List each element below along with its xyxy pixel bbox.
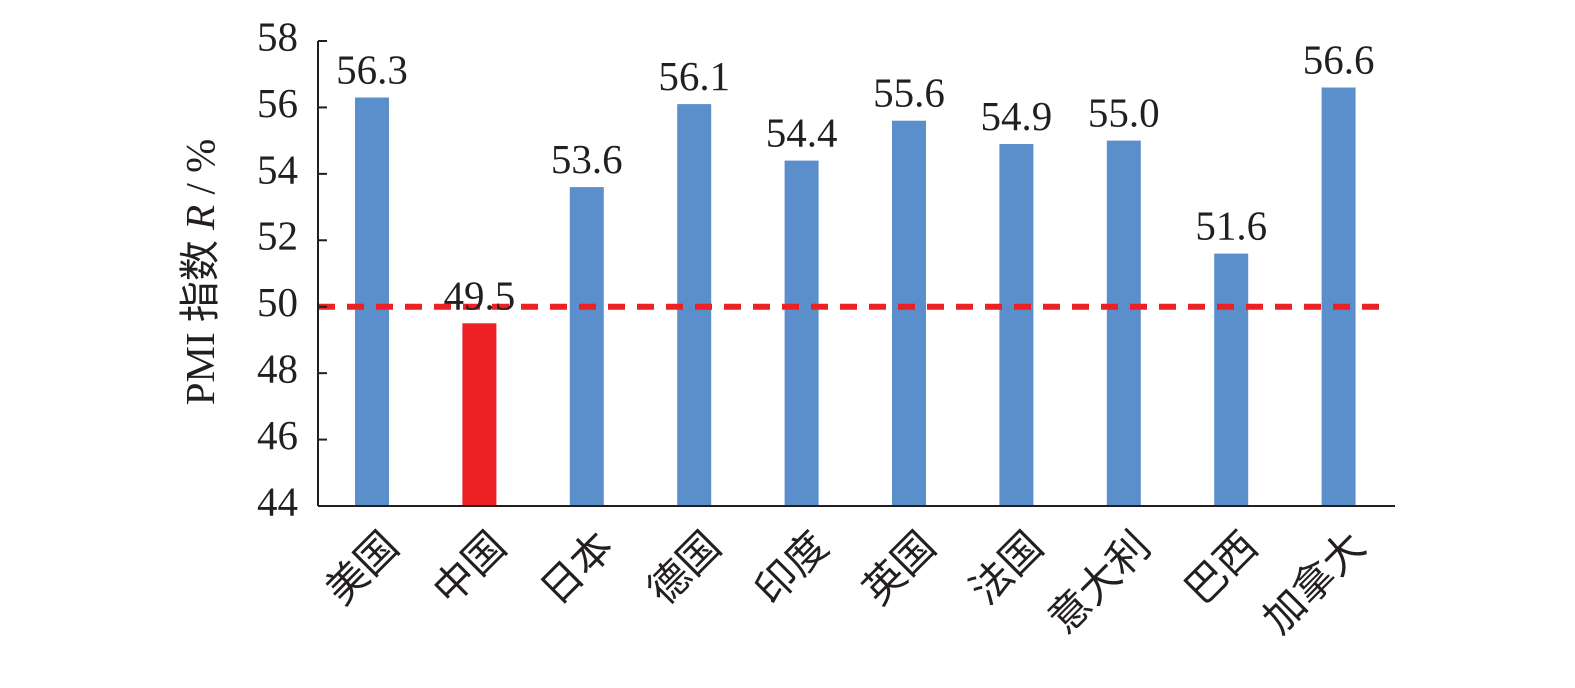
bar-8 bbox=[1106, 140, 1141, 506]
category-label-8: 意大利 bbox=[1040, 523, 1160, 643]
y-tick-label-56: 56 bbox=[257, 80, 298, 126]
y-tick-label-58: 58 bbox=[257, 13, 298, 59]
bar-10 bbox=[1321, 87, 1356, 506]
y-ticks: 44 46 48 50 52 54 56 58 bbox=[257, 13, 327, 524]
bar-6 bbox=[892, 120, 926, 506]
bar-1 bbox=[355, 97, 389, 506]
category-label-6: 英国 bbox=[854, 523, 945, 614]
y-tick-label-50: 50 bbox=[257, 279, 298, 325]
category-label-4: 德国 bbox=[639, 523, 730, 614]
data-label-7: 54.9 bbox=[981, 93, 1053, 139]
y-axis-title-space bbox=[177, 230, 223, 240]
data-label-10: 56.6 bbox=[1303, 37, 1375, 83]
bar-2 bbox=[462, 323, 497, 506]
y-axis-title-variable: R bbox=[177, 205, 223, 231]
data-label-8: 55.0 bbox=[1088, 90, 1160, 136]
y-tick-label-48: 48 bbox=[257, 346, 298, 392]
data-label-6: 55.6 bbox=[873, 70, 945, 116]
category-label-2: 中国 bbox=[424, 523, 515, 614]
bar-5 bbox=[784, 160, 819, 506]
y-tick-label-52: 52 bbox=[257, 213, 298, 259]
category-label-7: 法国 bbox=[961, 523, 1052, 614]
data-label-4: 56.1 bbox=[658, 53, 730, 99]
bar-9 bbox=[1214, 253, 1249, 506]
y-axis-title-unit: / % bbox=[177, 139, 223, 205]
y-tick-label-44: 44 bbox=[257, 478, 298, 524]
data-label-5: 54.4 bbox=[766, 110, 838, 156]
y-axis-title-main: PMI 指数 bbox=[177, 240, 223, 405]
data-label-1: 56.3 bbox=[336, 47, 408, 93]
data-label-3: 53.6 bbox=[551, 136, 623, 182]
category-label-3: 日本 bbox=[532, 523, 623, 614]
bar-3 bbox=[569, 187, 604, 506]
bar-7 bbox=[999, 144, 1034, 506]
data-label-9: 51.6 bbox=[1195, 203, 1267, 249]
category-label-1: 美国 bbox=[317, 523, 408, 614]
category-label-5: 印度 bbox=[746, 523, 837, 614]
category-label-9: 巴西 bbox=[1176, 523, 1267, 614]
data-labels: 56.3 49.5 53.6 56.1 54.4 55.6 54.9 55.0 51.6 56.6 bbox=[336, 37, 1374, 319]
y-tick-label-46: 46 bbox=[257, 412, 298, 458]
y-tick-label-54: 54 bbox=[257, 146, 298, 192]
category-label-10: 加拿大 bbox=[1254, 523, 1374, 643]
bars bbox=[355, 87, 1356, 506]
y-axis-title: PMI 指数 R / % bbox=[177, 139, 223, 406]
data-label-2: 49.5 bbox=[444, 272, 516, 318]
